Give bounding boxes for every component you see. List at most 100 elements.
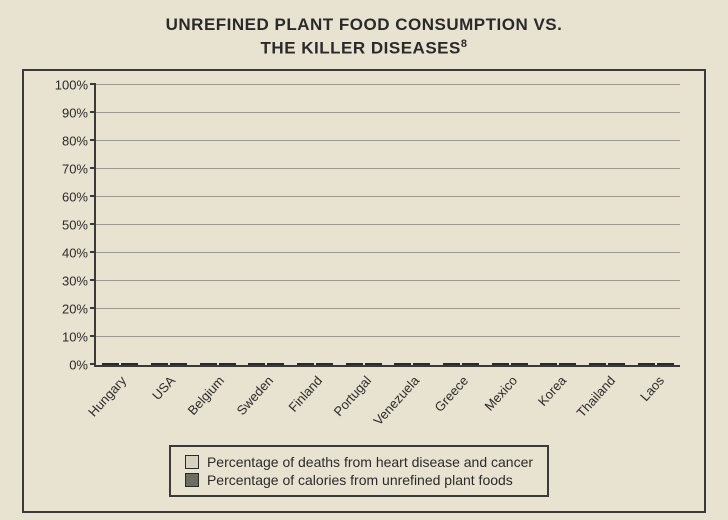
gridline [96, 140, 680, 141]
x-label: Greece [432, 373, 472, 415]
bar-group [96, 363, 145, 365]
bar-deaths [492, 363, 509, 365]
y-tick-mark [90, 363, 96, 365]
bar-deaths [638, 363, 655, 365]
y-tick-label: 30% [42, 273, 88, 288]
y-tick-mark [90, 195, 96, 197]
y-tick-label: 60% [42, 189, 88, 204]
bar-group [388, 363, 437, 365]
x-label: Laos [637, 373, 667, 404]
x-label: Sweden [233, 373, 276, 418]
y-tick-mark [90, 251, 96, 253]
y-tick-mark [90, 307, 96, 309]
bar-group [291, 363, 340, 365]
x-label: USA [149, 373, 178, 403]
bar-calories [511, 363, 528, 365]
legend: Percentage of deaths from heart disease … [169, 445, 549, 497]
x-label: Mexico [481, 373, 520, 414]
x-label-slot: Belgium [192, 367, 241, 437]
title-line-1: UNREFINED PLANT FOOD CONSUMPTION VS. [166, 15, 563, 34]
bar-group [145, 363, 194, 365]
x-axis-labels: HungaryUSABelgiumSwedenFinlandPortugalVe… [94, 367, 680, 437]
bar-group [437, 363, 486, 365]
y-tick-label: 90% [42, 105, 88, 120]
x-label: Belgium [185, 373, 228, 418]
y-tick-label: 0% [42, 357, 88, 372]
title-line-2: THE KILLER DISEASES [261, 39, 461, 58]
bar-deaths [151, 363, 168, 365]
bar-group [631, 363, 680, 365]
bar-deaths [443, 363, 460, 365]
bar-calories [365, 363, 382, 365]
gridline [96, 84, 680, 85]
x-label-slot: Greece [436, 367, 485, 437]
y-tick-label: 70% [42, 161, 88, 176]
legend-item-calories: Percentage of calories from unrefined pl… [185, 471, 533, 489]
x-label-slot: Sweden [240, 367, 289, 437]
bar-calories [267, 363, 284, 365]
gridline [96, 112, 680, 113]
x-label-slot: Hungary [94, 367, 143, 437]
gridline [96, 224, 680, 225]
y-tick-label: 80% [42, 133, 88, 148]
chart-title: UNREFINED PLANT FOOD CONSUMPTION VS. THE… [22, 14, 706, 61]
x-label: Hungary [86, 373, 130, 420]
y-tick-mark [90, 167, 96, 169]
gridline [96, 280, 680, 281]
bar-group [193, 363, 242, 365]
x-label-slot: Mexico [485, 367, 534, 437]
y-tick-mark [90, 139, 96, 141]
bar-deaths [540, 363, 557, 365]
legend-swatch-calories [185, 473, 199, 487]
bar-deaths [248, 363, 265, 365]
x-label-slot: USA [143, 367, 192, 437]
title-superscript: 8 [461, 38, 468, 50]
bar-deaths [589, 363, 606, 365]
legend-label-deaths: Percentage of deaths from heart disease … [207, 454, 533, 470]
bar-group [583, 363, 632, 365]
bar-calories [657, 363, 674, 365]
page: UNREFINED PLANT FOOD CONSUMPTION VS. THE… [0, 0, 728, 520]
y-tick-label: 100% [42, 77, 88, 92]
legend-label-calories: Percentage of calories from unrefined pl… [207, 472, 513, 488]
x-label-slot: Laos [631, 367, 680, 437]
y-tick-label: 50% [42, 217, 88, 232]
bar-group [242, 363, 291, 365]
bar-deaths [297, 363, 314, 365]
y-tick-label: 20% [42, 301, 88, 316]
x-label-slot: Thailand [582, 367, 631, 437]
plot-area: 0%10%20%30%40%50%60%70%80%90%100% [94, 85, 680, 367]
bar-deaths [346, 363, 363, 365]
x-label: Korea [535, 373, 569, 409]
y-tick-mark [90, 279, 96, 281]
bar-calories [219, 363, 236, 365]
y-tick-mark [90, 223, 96, 225]
bar-calories [316, 363, 333, 365]
legend-swatch-deaths [185, 455, 199, 469]
x-label: Finland [285, 373, 325, 415]
gridline [96, 168, 680, 169]
bar-deaths [394, 363, 411, 365]
bar-calories [170, 363, 187, 365]
x-label-slot: Finland [289, 367, 338, 437]
bar-group [339, 363, 388, 365]
x-label-slot: Korea [533, 367, 582, 437]
bar-calories [462, 363, 479, 365]
chart-frame: 0%10%20%30%40%50%60%70%80%90%100% Hungar… [22, 69, 706, 513]
gridline [96, 252, 680, 253]
y-tick-mark [90, 335, 96, 337]
gridline [96, 336, 680, 337]
bar-calories [413, 363, 430, 365]
gridline [96, 308, 680, 309]
y-tick-mark [90, 83, 96, 85]
bar-calories [559, 363, 576, 365]
bar-deaths [102, 363, 119, 365]
y-tick-mark [90, 111, 96, 113]
bars-container [96, 85, 680, 365]
bar-group [485, 363, 534, 365]
legend-item-deaths: Percentage of deaths from heart disease … [185, 453, 533, 471]
bar-deaths [200, 363, 217, 365]
gridline [96, 196, 680, 197]
bar-calories [121, 363, 138, 365]
y-tick-label: 40% [42, 245, 88, 260]
